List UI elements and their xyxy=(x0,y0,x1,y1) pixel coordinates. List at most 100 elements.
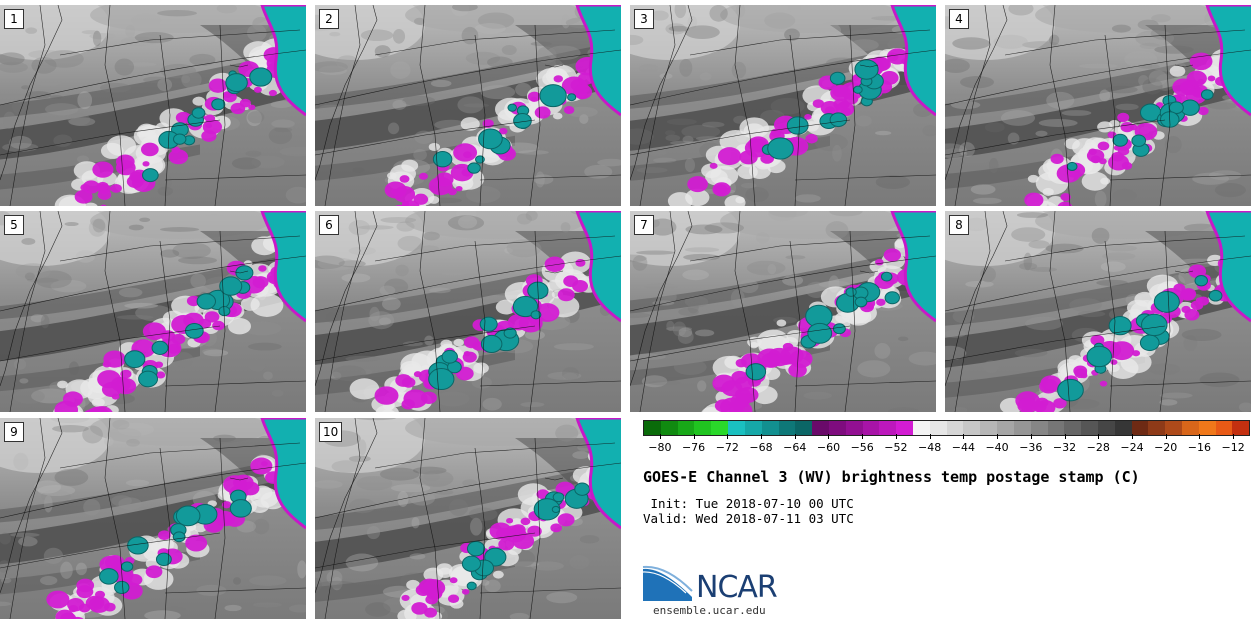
colorbar-tick xyxy=(794,434,796,439)
panel-label: 10 xyxy=(319,422,343,442)
colorbar-swatch xyxy=(812,421,829,435)
colorbar-swatch xyxy=(1047,421,1065,435)
colorbar-tick xyxy=(828,434,830,439)
colorbar-swatch xyxy=(711,421,729,435)
panel-label: 1 xyxy=(4,9,24,29)
figure-title: GOES-E Channel 3 (WV) brightness temp po… xyxy=(643,468,1140,486)
satellite-map xyxy=(315,418,621,619)
colorbar-tick xyxy=(895,434,897,439)
colorbar-swatch xyxy=(1215,421,1233,435)
init-time: Init: Tue 2018-07-10 00 UTC xyxy=(643,496,854,511)
colorbar-tick-label: −44 xyxy=(951,441,975,454)
map-panel-7: 7 xyxy=(630,211,936,412)
colorbar-swatch xyxy=(644,421,661,435)
map-panel-2: 2 xyxy=(315,5,621,206)
satellite-map xyxy=(630,211,936,412)
colorbar-tick-label: −28 xyxy=(1086,441,1110,454)
colorbar-swatch xyxy=(980,421,998,435)
panel-label: 3 xyxy=(634,9,654,29)
valid-time: Valid: Wed 2018-07-11 03 UTC xyxy=(643,511,854,526)
colorbar-swatch xyxy=(845,421,863,435)
colorbar-tick xyxy=(659,434,661,439)
colorbar-tick-label: −48 xyxy=(918,441,942,454)
panel-label: 6 xyxy=(319,215,339,235)
colorbar-tick-label: −64 xyxy=(783,441,807,454)
colorbar-swatch xyxy=(1030,421,1048,435)
colorbar-tick xyxy=(761,434,763,439)
colorbar-swatch xyxy=(795,421,813,435)
colorbar-swatch xyxy=(694,421,712,435)
colorbar-tick-label: −16 xyxy=(1187,441,1212,454)
colorbar-swatch xyxy=(1148,421,1166,435)
colorbar-tick xyxy=(963,434,965,439)
colorbar-swatch xyxy=(862,421,880,435)
colorbar-tick xyxy=(1233,434,1235,439)
map-panel-5: 5 xyxy=(0,211,306,412)
map-panel-8: 8 xyxy=(945,211,1251,412)
site-url[interactable]: ensemble.ucar.edu xyxy=(653,604,766,617)
satellite-map xyxy=(630,5,936,206)
satellite-map xyxy=(315,5,621,206)
colorbar-swatch xyxy=(946,421,964,435)
colorbar-swatch xyxy=(728,421,745,435)
panel-label: 7 xyxy=(634,215,654,235)
colorbar-swatch xyxy=(778,421,796,435)
map-panel-10: 10 xyxy=(315,418,621,619)
satellite-map xyxy=(315,211,621,412)
colorbar-tick xyxy=(1131,434,1133,439)
colorbar-swatch xyxy=(1165,421,1182,435)
colorbar-tick-label: −40 xyxy=(985,441,1009,454)
map-panel-6: 6 xyxy=(315,211,621,412)
satellite-map xyxy=(0,211,306,412)
colorbar-swatch xyxy=(896,421,913,435)
colorbar-swatch xyxy=(963,421,981,435)
colorbar-swatch xyxy=(660,421,678,435)
colorbar-tick-label: −36 xyxy=(1019,441,1043,454)
panel-label: 2 xyxy=(319,9,339,29)
map-panel-9: 9 xyxy=(0,418,306,619)
colorbar-swatch xyxy=(1097,421,1115,435)
colorbar-tick xyxy=(1165,434,1167,439)
colorbar-swatch xyxy=(677,421,695,435)
colorbar-swatch xyxy=(1182,421,1199,435)
colorbar-tick-label: −32 xyxy=(1052,441,1077,454)
colorbar-tick xyxy=(693,434,695,439)
satellite-map xyxy=(945,211,1251,412)
panel-label: 8 xyxy=(949,215,969,235)
colorbar-tick xyxy=(862,434,864,439)
colorbar-tick xyxy=(1199,434,1201,439)
satellite-map xyxy=(945,5,1251,206)
panel-label: 9 xyxy=(4,422,24,442)
colorbar-swatch xyxy=(1114,421,1132,435)
panel-label: 5 xyxy=(4,215,24,235)
colorbar-swatch xyxy=(744,421,762,435)
colorbar-tick xyxy=(1064,434,1066,439)
colorbar-swatch xyxy=(828,421,846,435)
colorbar-tick xyxy=(1030,434,1032,439)
colorbar-swatch xyxy=(1013,421,1031,435)
colorbar-tick xyxy=(997,434,999,439)
colorbar-tick xyxy=(727,434,729,439)
map-panel-4: 4 xyxy=(945,5,1251,206)
colorbar-swatch xyxy=(1198,421,1216,435)
ncar-logo-text: NCAR xyxy=(696,570,778,605)
colorbar-tick-label: −76 xyxy=(681,441,706,454)
panel-label: 4 xyxy=(949,9,969,29)
map-panel-3: 3 xyxy=(630,5,936,206)
colorbar-swatch xyxy=(1131,421,1149,435)
satellite-map xyxy=(0,418,306,619)
colorbar-tick-label: −52 xyxy=(884,441,908,454)
colorbar-tick-label: −20 xyxy=(1154,441,1178,454)
colorbar-swatch xyxy=(761,421,779,435)
colorbar-tick-label: −60 xyxy=(816,441,841,454)
colorbar-swatch xyxy=(929,421,947,435)
map-panel-1: 1 xyxy=(0,5,306,206)
colorbar-swatch xyxy=(879,421,897,435)
colorbar-swatch xyxy=(1081,421,1098,435)
colorbar xyxy=(643,420,1250,436)
colorbar-swatch xyxy=(1232,421,1250,435)
ncar-logo-icon xyxy=(642,565,693,601)
colorbar-swatch xyxy=(997,421,1014,435)
colorbar-tick-label: −68 xyxy=(749,441,773,454)
colorbar-tick-label: −12 xyxy=(1221,441,1245,454)
